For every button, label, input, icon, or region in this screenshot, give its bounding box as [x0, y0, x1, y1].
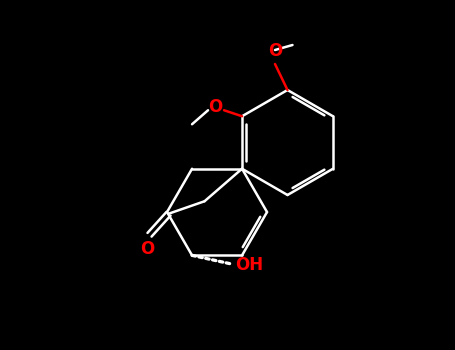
Text: O: O — [268, 42, 282, 60]
Text: O: O — [208, 98, 222, 116]
Text: O: O — [141, 240, 155, 258]
Text: OH: OH — [235, 256, 263, 274]
